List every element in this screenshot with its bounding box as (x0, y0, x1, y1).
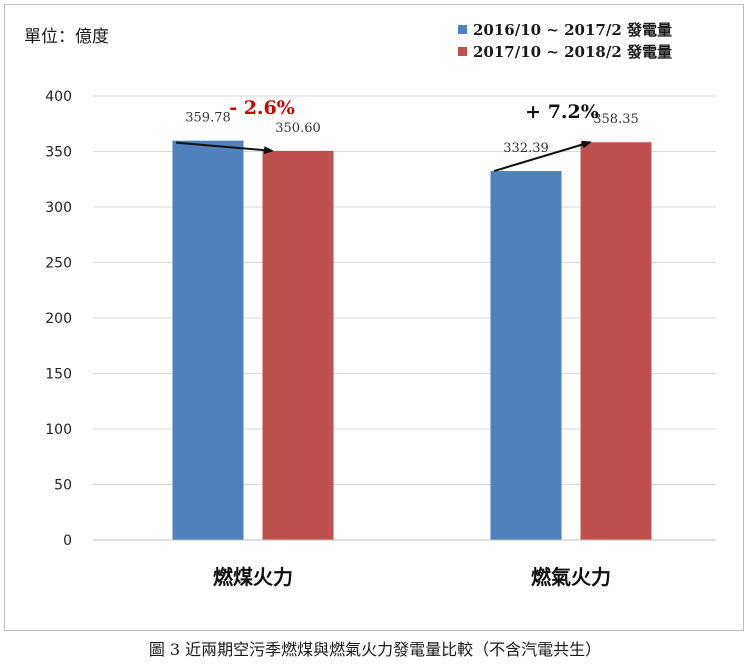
x-category-label: 燃氣火力 (531, 565, 611, 589)
x-category-label: 燃煤火力 (213, 565, 293, 589)
data-label: 358.35 (593, 112, 639, 127)
legend-item-series-1: 2016/10 ~ 2017/2 發電量 (458, 18, 672, 40)
trend-arrow (175, 141, 274, 155)
legend-item-series-2: 2017/10 ~ 2018/2 發電量 (458, 40, 672, 62)
bar-1-2 (490, 171, 562, 540)
y-tick-label: 0 (63, 533, 72, 549)
y-tick-label: 250 (45, 256, 72, 272)
figure-caption: 圖 3 近兩期空污季燃煤與燃氣火力發電量比較（不含汽電共生） (148, 640, 602, 659)
change-annotation: - 2.6% (229, 97, 295, 119)
y-tick-label: 100 (45, 422, 72, 438)
y-tick-label: 400 (45, 89, 72, 105)
legend-swatch-series-1 (458, 24, 467, 34)
data-label: 350.60 (275, 121, 321, 136)
bar-2-1 (262, 150, 334, 541)
data-label: 359.78 (185, 111, 231, 126)
y-tick-label: 200 (45, 311, 72, 327)
unit-label: 單位：億度 (24, 27, 109, 47)
legend-label-series-2: 2017/10 ~ 2018/2 發電量 (473, 42, 672, 61)
y-tick-label: 300 (45, 200, 72, 216)
y-tick-label: 150 (45, 367, 72, 383)
data-label: 332.39 (503, 141, 549, 156)
legend-label-series-1: 2016/10 ~ 2017/2 發電量 (473, 20, 672, 39)
y-tick-label: 350 (45, 145, 72, 161)
bar-1-1 (172, 140, 244, 540)
y-tick-label: 50 (54, 478, 72, 494)
legend-swatch-series-2 (458, 46, 467, 56)
bar-2-2 (580, 142, 652, 540)
legend: 2016/10 ~ 2017/2 發電量 2017/10 ~ 2018/2 發電… (458, 18, 672, 62)
trend-arrow (493, 140, 592, 173)
change-annotation: + 7.2% (525, 101, 599, 123)
